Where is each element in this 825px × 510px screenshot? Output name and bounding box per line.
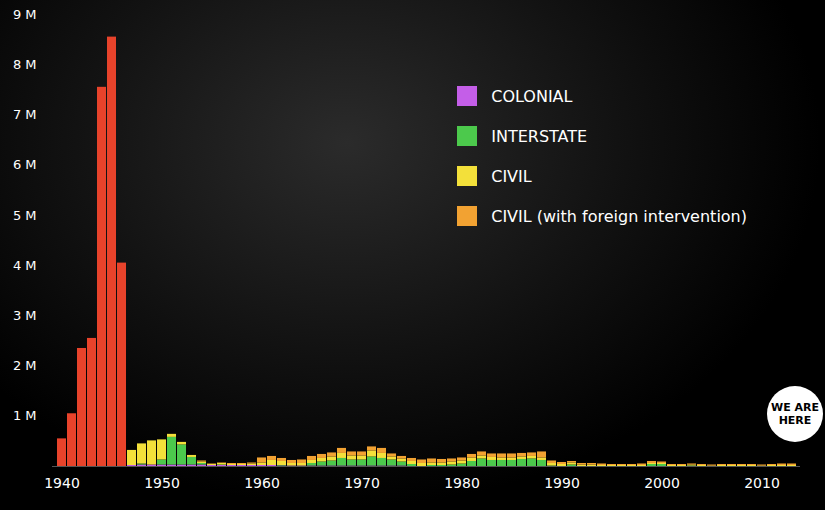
svg-text:1940: 1940: [44, 475, 80, 491]
html-text:CIVIL: CIVIL: [491, 166, 532, 186]
svg-text:6 M: 6 M: [13, 157, 37, 172]
svg-text:5 M: 5 M: [13, 208, 37, 223]
svg-text:1 M: 1 M: [13, 408, 37, 423]
html-text:CIVIL (with foreign interventi: CIVIL (with foreign intervention): [491, 206, 747, 226]
svg-text:2 M: 2 M: [13, 358, 37, 373]
svg-text:1990: 1990: [544, 475, 580, 491]
svg-text:9 M: 9 M: [13, 7, 37, 22]
html-text:INTERSTATE: INTERSTATE: [491, 126, 588, 146]
svg-text:1970: 1970: [344, 475, 380, 491]
svg-text:8 M: 8 M: [13, 57, 37, 72]
svg-text:1980: 1980: [444, 475, 480, 491]
html-text:WE ARE HERE: WE ARE HERE: [771, 401, 819, 427]
svg-text:2000: 2000: [644, 475, 680, 491]
svg-text:1960: 1960: [244, 475, 280, 491]
svg-text:2010: 2010: [744, 475, 780, 491]
svg-text:1950: 1950: [144, 475, 180, 491]
svg-text:4 M: 4 M: [13, 258, 37, 273]
html-text:COLONIAL: COLONIAL: [491, 86, 573, 106]
svg-text:7 M: 7 M: [13, 107, 37, 122]
svg-text:3 M: 3 M: [13, 308, 37, 323]
